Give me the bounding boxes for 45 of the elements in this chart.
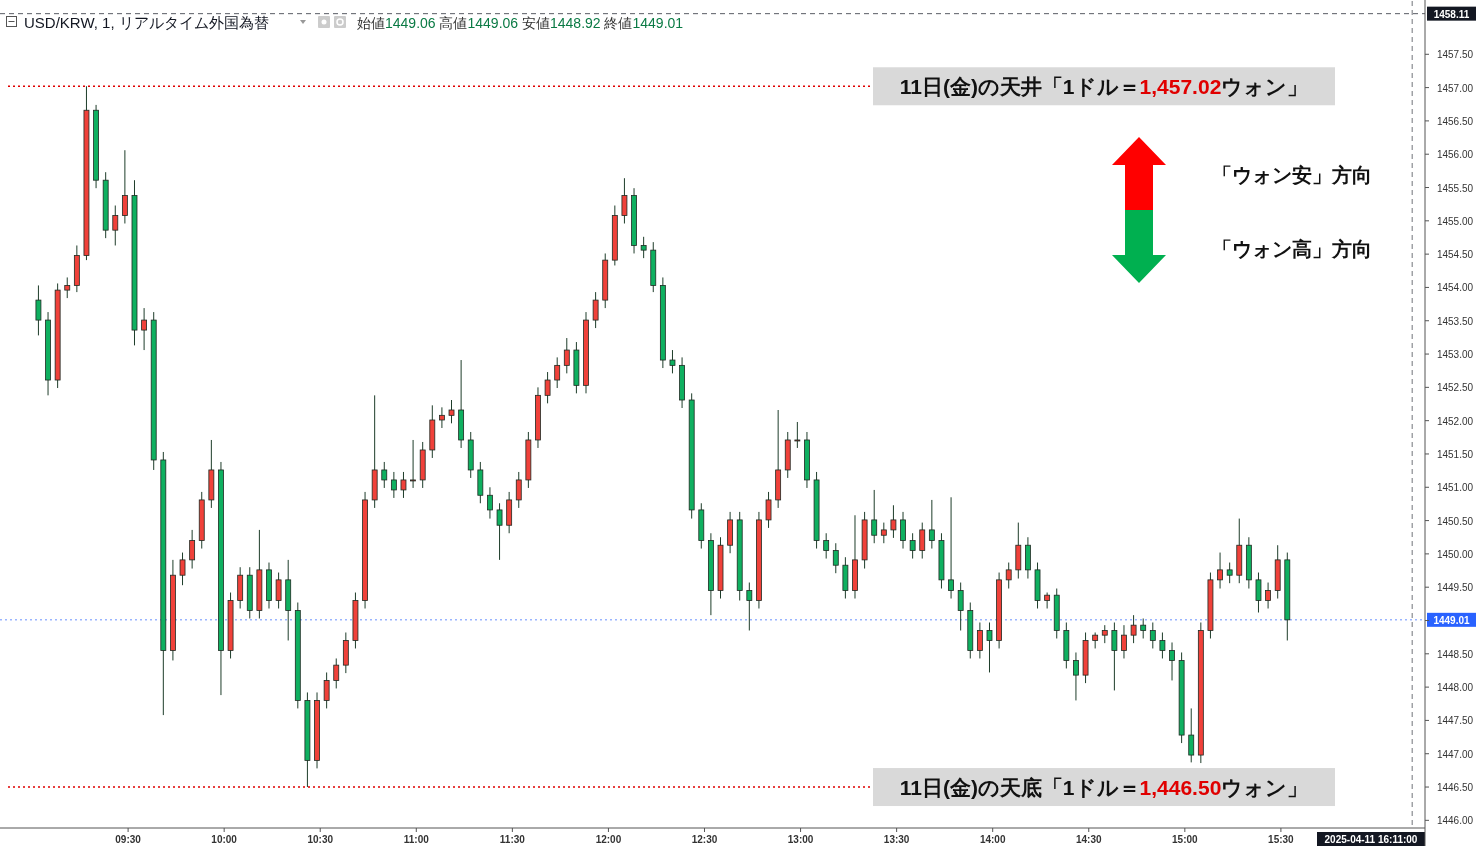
x-tick-label: 15:30 — [1268, 834, 1295, 845]
ref-line-label: 11日(金)の天井「1ドル＝1,457.02ウォン」 — [899, 75, 1309, 99]
x-tick-label: 12:30 — [691, 834, 718, 845]
y-tick-label: 1453.50 — [1436, 315, 1474, 327]
x-tick-label: 11:00 — [403, 834, 430, 845]
y-tick-label: 1447.00 — [1436, 748, 1474, 760]
y-tick-label: 1447.50 — [1436, 715, 1474, 727]
y-tick-label: 1454.50 — [1436, 249, 1474, 261]
y-tick-label: 1451.50 — [1436, 448, 1474, 460]
ref-line-label: 2025-04-11 16:11:00 — [1324, 834, 1418, 845]
text: USD/KRW, 1, リアルタイム外国為替 — [24, 14, 269, 31]
x-tick-label: 13:30 — [883, 834, 910, 845]
y-tick-label: 1451.00 — [1436, 482, 1474, 494]
y-tick-label: 1456.00 — [1436, 149, 1474, 161]
annotation: 「ウォン安」方向 — [1212, 164, 1372, 186]
y-tick-label: 1455.00 — [1436, 215, 1474, 227]
y-tick-label: 1454.00 — [1436, 282, 1474, 294]
y-tick-label: 1452.50 — [1436, 382, 1474, 394]
x-tick-label: 13:00 — [787, 834, 814, 845]
text: 始値1449.06 高値1449.06 安値1448.92 終値1449.01 — [357, 15, 684, 31]
ref-line-label: 11日(金)の天底「1ドル＝1,446.50ウォン」 — [899, 776, 1309, 800]
y-tick-label: 1448.50 — [1436, 648, 1474, 660]
y-tick-label: 1456.50 — [1436, 115, 1474, 127]
y-tick-label: 1450.50 — [1436, 515, 1474, 527]
x-tick-label: 10:00 — [211, 834, 238, 845]
x-tick-label: 11:30 — [499, 834, 526, 845]
y-tick-label: 1457.00 — [1436, 82, 1474, 94]
x-tick-label: 15:00 — [1172, 834, 1199, 845]
y-tick-label: 1453.00 — [1436, 349, 1474, 361]
y-tick-label: 1455.50 — [1436, 182, 1474, 194]
y-tick-label: 1452.00 — [1436, 415, 1474, 427]
y-tick-label: 1450.00 — [1436, 548, 1474, 560]
ref-line-label: 1458.11 — [1433, 8, 1470, 20]
y-tick-label: 1446.00 — [1436, 815, 1474, 827]
x-tick-label: 12:00 — [595, 834, 622, 845]
ref-line-label: 1449.01 — [1433, 614, 1471, 626]
y-tick-label: 1446.50 — [1436, 782, 1474, 794]
y-tick-label: 1448.00 — [1436, 682, 1474, 694]
y-tick-label: 1449.50 — [1436, 582, 1474, 594]
x-tick-label: 14:30 — [1075, 834, 1102, 845]
y-tick-label: 1457.50 — [1436, 49, 1474, 61]
annotation: 「ウォン高」方向 — [1212, 238, 1372, 260]
x-tick-label: 09:30 — [115, 834, 142, 845]
x-tick-label: 10:30 — [307, 834, 334, 845]
x-tick-label: 14:00 — [979, 834, 1006, 845]
